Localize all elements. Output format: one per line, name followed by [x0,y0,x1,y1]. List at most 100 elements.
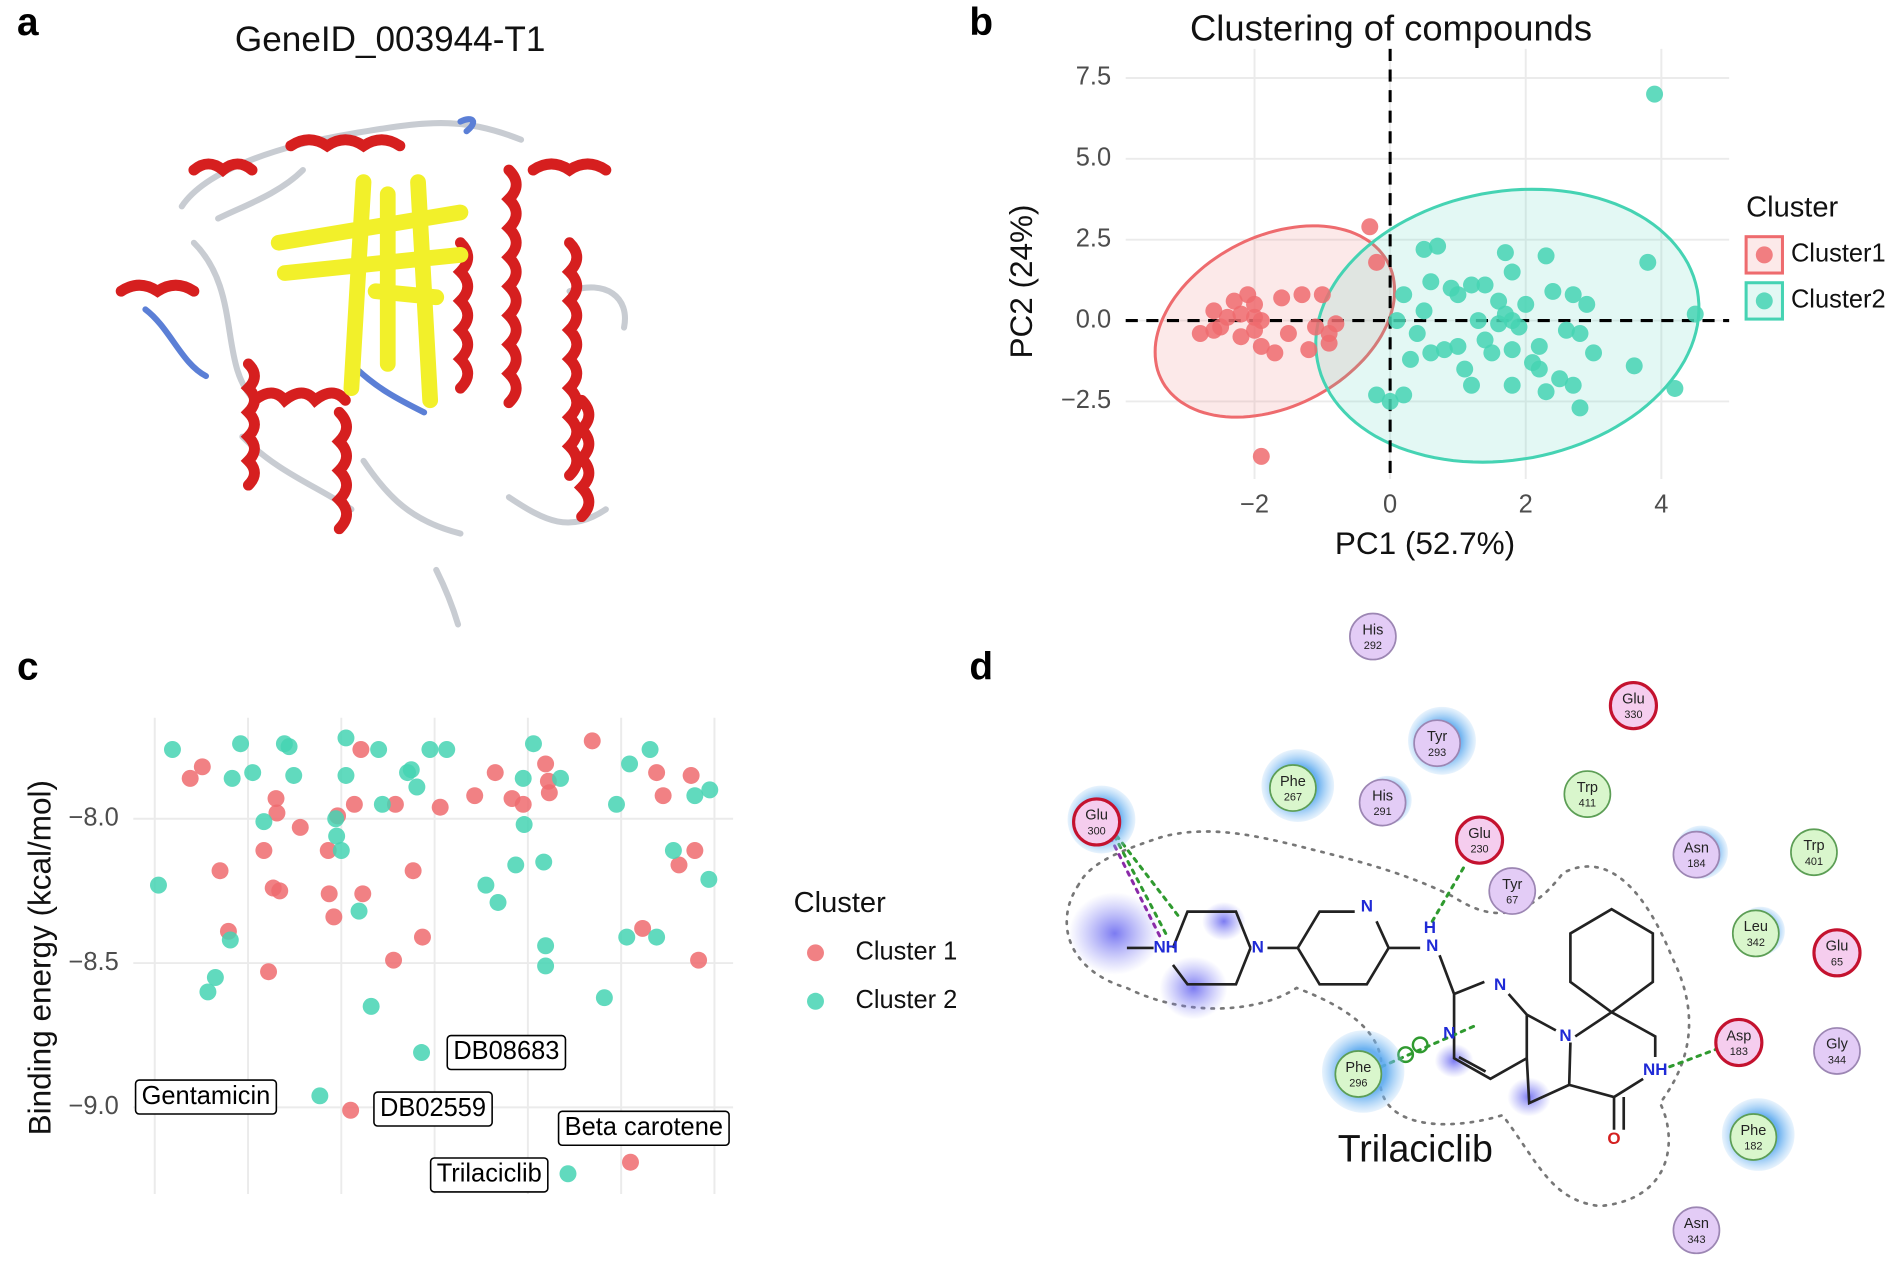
point [332,842,350,859]
point [1557,321,1575,339]
point [1463,276,1480,294]
point [342,1101,360,1119]
point [193,758,211,776]
legend-label: Cluster1 [1791,240,1886,268]
point [1476,276,1494,294]
point [402,761,420,779]
point [385,951,403,969]
point [537,937,555,955]
point [280,738,298,756]
residue-name: Glu [1085,808,1108,824]
point [327,810,345,828]
atom-label: N [1443,1023,1455,1042]
annotation-box [429,1157,549,1193]
residue-number: 293 [1428,747,1446,759]
point [1449,286,1467,304]
y-axis-label: Binding energy (kcal/mol) [22,780,58,1135]
point [1666,379,1684,397]
point [622,1153,639,1171]
point [362,997,380,1015]
residue-name: Tyr [1427,729,1447,745]
residue-number: 300 [1088,826,1106,838]
point [260,963,278,981]
residue-name: Asp [1726,1028,1751,1044]
point [370,741,388,758]
point [535,853,553,871]
point [1503,376,1521,394]
residue-name: Glu [1826,939,1849,955]
point [1395,386,1413,404]
point [1266,344,1284,362]
residue-name: Phe [1740,1123,1766,1139]
y-tick-label: −2.5 [1061,386,1111,414]
point [285,766,303,784]
ligand-name: Trilaciclib [1338,1127,1493,1169]
point [413,1044,431,1062]
point [701,781,719,799]
point [337,766,355,784]
atom-label: N [1361,896,1373,915]
annotation-box [446,1034,567,1071]
residue-number: 401 [1805,856,1823,868]
point [413,928,431,946]
point [1483,344,1501,362]
residue [1714,1017,1764,1068]
point [1232,305,1250,323]
x-axis-label: PC1 (52.7%) [1335,525,1515,561]
point [486,764,504,782]
legend-marker [807,992,824,1010]
point [199,983,217,1001]
legend-title: Cluster [794,887,886,919]
residue [1454,815,1505,865]
point [1205,302,1223,320]
residue-name: Phe [1345,1060,1371,1076]
point [1530,360,1548,378]
point [1490,292,1508,310]
point [1422,273,1440,291]
y-tick-label: −8.0 [69,803,119,831]
point [386,795,404,813]
point [255,813,273,831]
residue-number: 184 [1687,858,1705,870]
point [1279,325,1297,342]
atom-label: O [1607,1129,1620,1148]
point [1205,321,1223,339]
residue-number: 296 [1349,1078,1367,1090]
point [537,755,555,773]
residue [1488,867,1537,915]
point [1252,337,1270,355]
point [1252,447,1270,465]
point [608,795,625,813]
point [682,766,700,784]
y-tick-label: 7.5 [1076,63,1111,91]
point [1320,334,1338,352]
residue-number: 67 [1506,895,1518,907]
point [1395,286,1413,304]
point [1646,85,1664,103]
protein-ribbon [115,116,628,628]
residue [1358,778,1407,827]
residue-name: Trp [1577,780,1598,796]
point [1463,376,1480,394]
point [1496,244,1514,262]
residue [1729,1113,1778,1161]
point [1639,253,1657,271]
atom-label: N [1559,1026,1571,1045]
point [1449,337,1467,355]
point [670,856,688,874]
point [1415,302,1433,320]
residue [1672,830,1721,879]
point [352,741,370,758]
point [1544,282,1562,300]
residue-number: 330 [1624,709,1642,721]
point [1503,341,1521,359]
residue-number: 342 [1747,937,1765,949]
point [232,735,250,753]
panel-label: c [17,646,39,689]
residue-name: His [1372,788,1393,804]
point [477,876,495,894]
atom-label: N [1426,936,1438,955]
y-tick-label: 2.5 [1076,224,1111,252]
point [1422,344,1440,362]
